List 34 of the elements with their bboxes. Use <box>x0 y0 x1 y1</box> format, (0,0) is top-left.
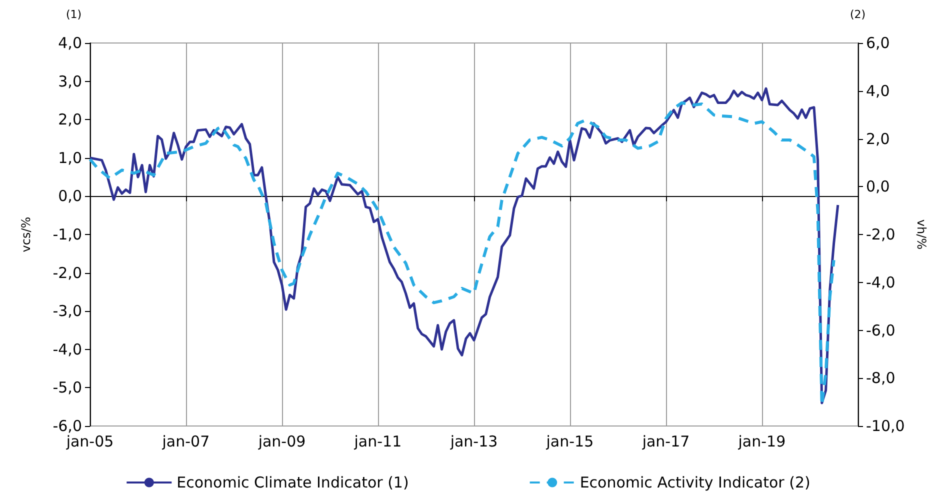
y2-tick-label: 2,0 <box>866 130 890 148</box>
y-tick-label: -6,0 <box>52 417 82 435</box>
text: (1) <box>66 8 82 21</box>
y-tick-label: 3,0 <box>58 72 82 90</box>
y2-tick-label: 4,0 <box>866 82 890 100</box>
y2-tick-label: -6,0 <box>866 321 896 340</box>
x-tick-label: jan-05 <box>65 432 114 450</box>
y2-tick-label: -10,0 <box>866 417 905 435</box>
x-tick-label: jan-09 <box>257 432 306 450</box>
x-tick-label: jan-07 <box>161 432 210 450</box>
y2-tick-label: 0,0 <box>866 178 890 196</box>
text: (2) <box>850 8 866 21</box>
y-tick-label: -2,0 <box>52 264 82 282</box>
x-tick-label: jan-17 <box>641 432 690 450</box>
y2-tick-label: -4,0 <box>866 273 896 292</box>
legend-label: Economic Activity Indicator (2) <box>580 474 810 492</box>
legend-label: Economic Climate Indicator (1) <box>176 474 409 492</box>
y2-axis-title: vh/% <box>914 219 929 250</box>
x-tick-label: jan-11 <box>353 432 402 450</box>
y-tick-label: 2,0 <box>58 110 82 129</box>
y-tick-label: 0,0 <box>58 187 82 206</box>
y-tick-label: -5,0 <box>52 378 82 397</box>
y-tick-label: -1,0 <box>52 226 82 244</box>
y2-tick-label: -2,0 <box>866 226 896 244</box>
y-tick-label: -3,0 <box>52 302 82 320</box>
y-axis-title: vcs/% <box>19 216 33 252</box>
y-tick-label: 4,0 <box>58 34 82 52</box>
y2-tick-label: 6,0 <box>866 34 890 52</box>
y2-tick-label: -8,0 <box>866 369 896 388</box>
y-tick-label: 1,0 <box>58 148 82 167</box>
x-tick-label: jan-15 <box>545 432 594 450</box>
y-tick-label: -4,0 <box>52 340 82 358</box>
x-tick-label: jan-19 <box>737 432 786 450</box>
x-tick-label: jan-13 <box>449 432 498 450</box>
